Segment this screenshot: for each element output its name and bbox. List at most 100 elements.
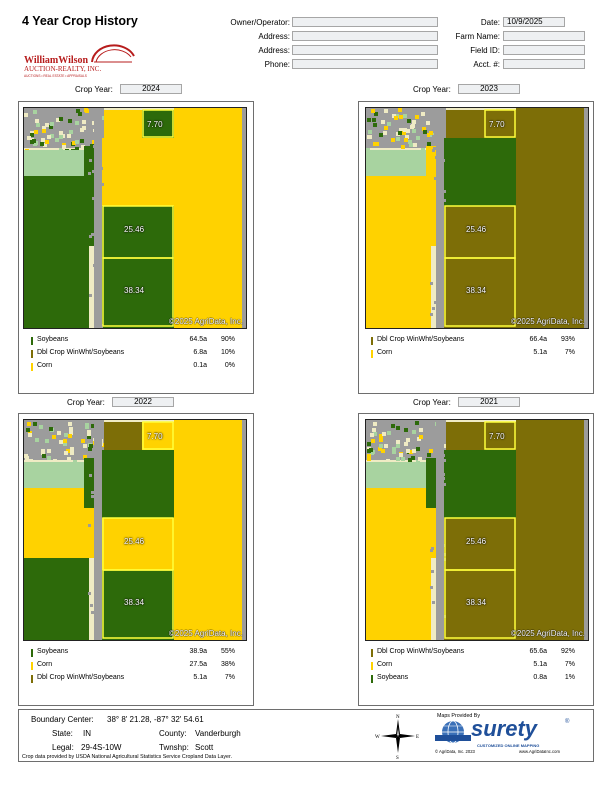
field-acre-label: 25.46	[124, 537, 145, 546]
crop-panel: 7.70 25.46 38.34 ©2025 AgriData, Inc. Soybea…	[18, 413, 254, 706]
footer-box: Boundary Center: 38° 8' 21.28, -87° 32' …	[18, 709, 594, 762]
legend-percent: 93%	[560, 336, 575, 343]
legend-swatch	[371, 662, 373, 670]
legend-swatch	[31, 662, 33, 670]
header-right-field[interactable]: 10/9/2025	[503, 17, 565, 27]
crop-year-label: Crop Year:	[413, 85, 451, 94]
legend-crop: Soybeans	[37, 336, 69, 343]
agridata-url: www.AgriDataInc.com	[519, 749, 560, 754]
legend-acres: 0.8a	[533, 674, 547, 681]
crop-map	[23, 419, 247, 641]
crop-map	[365, 419, 589, 641]
legend-crop: Dbl Crop WinWht/Soybeans	[377, 648, 465, 655]
legend-percent: 38%	[220, 661, 235, 668]
legend-acres: 64.5a	[189, 336, 207, 343]
compass-s: S	[396, 756, 399, 759]
header-left-label: Owner/Operator:	[230, 18, 290, 27]
header-right-field[interactable]	[503, 31, 585, 41]
logo-line3: AUCTIONS • REAL ESTATE • APPRAISALS	[24, 74, 87, 78]
field-acre-label: 38.34	[124, 598, 145, 607]
crop-map-image	[366, 420, 588, 640]
legend-percent: 7%	[224, 674, 235, 681]
legend-swatch	[371, 675, 373, 683]
compass-w: W	[375, 735, 380, 740]
header-left-label: Phone:	[264, 60, 290, 69]
legend-row: Corn 5.1a 7%	[371, 349, 581, 359]
legend-swatch	[31, 350, 33, 358]
legal-label: Legal:	[52, 743, 74, 752]
crop-year-label: Crop Year:	[75, 85, 113, 94]
legend-crop: Corn	[377, 349, 393, 356]
header-right-field[interactable]	[503, 59, 585, 69]
crop-year-field: 2024	[120, 84, 182, 94]
legend-crop: Soybeans	[377, 674, 409, 681]
legend-percent: 7%	[564, 661, 575, 668]
crop-year-field: 2021	[458, 397, 520, 407]
legend-row: Corn 5.1a 7%	[371, 661, 581, 671]
legend-acres: 5.1a	[533, 349, 547, 356]
compass-rose-icon: N S E W	[375, 715, 419, 759]
crop-year-label: Crop Year:	[67, 398, 105, 407]
header-right-field[interactable]	[503, 45, 585, 55]
legend-row: Dbl Crop WinWht/Soybeans 65.6a 92%	[371, 648, 581, 658]
crop-year-field: 2023	[458, 84, 520, 94]
crop-panel: 7.70 25.46 38.34 ©2025 AgriData, Inc. Dbl Cr…	[358, 101, 594, 394]
legend-row: Dbl Crop WinWht/Soybeans 6.8a 10%	[31, 349, 241, 359]
legend-swatch	[371, 350, 373, 358]
legend-percent: 90%	[220, 336, 235, 343]
twnshp-label: Twnshp:	[159, 743, 189, 752]
twnshp-value: Scott	[195, 743, 214, 752]
legend-row: Corn 27.5a 38%	[31, 661, 241, 671]
header-left-field[interactable]	[292, 45, 438, 55]
agridata-copyright: © AgriData, Inc. 2023	[435, 749, 475, 754]
legend-crop: Soybeans	[37, 648, 69, 655]
state-value: IN	[83, 729, 91, 738]
header-left-label: Address:	[258, 32, 290, 41]
legend-acres: 5.1a	[193, 674, 207, 681]
header-left-field[interactable]	[292, 17, 438, 27]
legend-acres: 66.4a	[529, 336, 547, 343]
logo-line1: WilliamWilson	[24, 55, 89, 66]
boundary-value: 38° 8' 21.28, -87° 32' 54.61	[107, 715, 204, 724]
compass-n: N	[396, 715, 400, 720]
header-right-label: Date:	[480, 18, 500, 27]
page-title: 4 Year Crop History	[22, 14, 138, 28]
map-copyright: ©2025 AgriData, Inc.	[511, 629, 585, 638]
legend-swatch	[371, 649, 373, 657]
globe-icon	[435, 720, 471, 744]
field-acre-label: 38.34	[466, 598, 487, 607]
boundary-label: Boundary Center:	[31, 715, 94, 724]
crop-panel: 7.70 25.46 38.34 ©2025 AgriData, Inc. Soybea…	[18, 101, 254, 394]
crop-legend: Dbl Crop WinWht/Soybeans 65.6a 92% Corn 5.1a…	[371, 648, 581, 688]
field-acre-label: 7.70	[489, 432, 505, 441]
legend-crop: Corn	[377, 661, 393, 668]
crop-map-image	[24, 108, 246, 328]
legend-swatch	[31, 649, 33, 657]
legend-acres: 27.5a	[189, 661, 207, 668]
field-acre-label: 25.46	[466, 537, 487, 546]
source-note: Crop data provided by USDA National Agri…	[22, 754, 232, 760]
legend-row: Soybeans 64.5a 90%	[31, 336, 241, 346]
legend-crop: Dbl Crop WinWht/Soybeans	[37, 674, 125, 681]
maps-provided-label: Maps Provided By	[437, 713, 480, 719]
legend-percent: 10%	[220, 349, 235, 356]
legend-row: Dbl Crop WinWht/Soybeans 5.1a 7%	[31, 674, 241, 684]
logo-line2: AUCTION-REALTY, INC.	[24, 65, 101, 73]
legend-crop: Corn	[37, 362, 53, 369]
crop-legend: Soybeans 38.9a 55% Corn 27.5a 38% Dbl Crop Win…	[31, 648, 241, 688]
header-right-label: Farm Name:	[455, 32, 500, 41]
legend-percent: 92%	[560, 648, 575, 655]
surety-tagline: CUSTOMIZED ONLINE MAPPING	[477, 743, 540, 748]
legal-value: 29-4S-10W	[81, 743, 122, 752]
header-left-field[interactable]	[292, 59, 438, 69]
field-acre-label: 25.46	[466, 225, 487, 234]
legend-acres: 5.1a	[533, 661, 547, 668]
map-copyright: ©2025 AgriData, Inc.	[169, 317, 243, 326]
header-left-label: Address:	[258, 46, 290, 55]
crop-map-image	[24, 420, 246, 640]
legend-percent: 55%	[220, 648, 235, 655]
company-logo: WilliamWilson AUCTION-REALTY, INC. AUCTI…	[22, 40, 142, 82]
field-acre-label: 38.34	[466, 286, 487, 295]
header-left-field[interactable]	[292, 31, 438, 41]
crop-legend: Soybeans 64.5a 90% Dbl Crop WinWht/Soybeans…	[31, 336, 241, 376]
